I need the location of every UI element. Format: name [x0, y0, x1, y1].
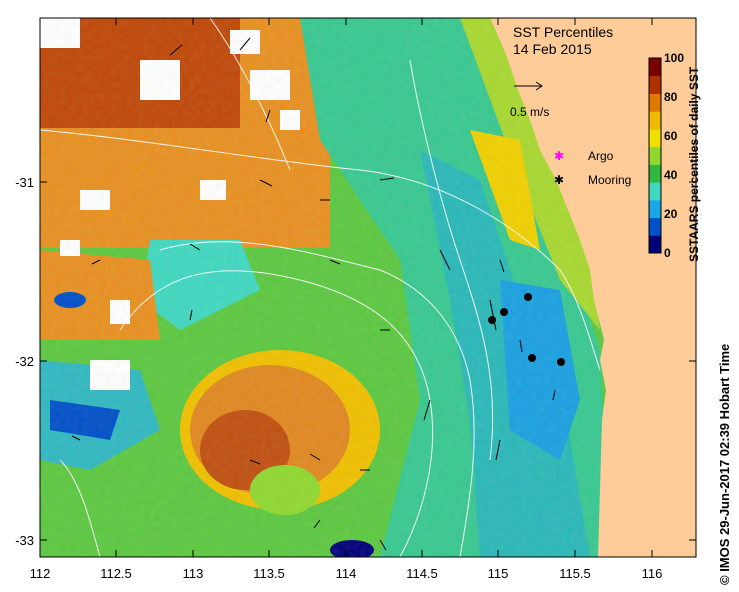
scale-vector-label: 0.5 m/s [510, 105, 549, 119]
marker-legend: ✱ Argo ✱ Mooring [554, 149, 631, 187]
y-tick-label: -31 [15, 175, 34, 190]
colorbar-cell [649, 93, 661, 112]
colorbar-cell [649, 164, 661, 183]
colorbar: 100 80 60 40 20 0 SSTAARS percentiles of dail… [648, 51, 701, 262]
colorbar-tick-label: 40 [664, 168, 678, 182]
current-vectors [71, 37, 556, 551]
mooring-point [557, 358, 565, 366]
imos-credit: © IMOS 29-Jun-2017 02:39 Hobart Time [717, 344, 732, 585]
colorbar-cell [649, 128, 661, 148]
colorbar-tick-label: 80 [664, 90, 678, 104]
x-tick-label: 114.5 [406, 566, 438, 581]
argo-legend-label: Argo [588, 149, 614, 163]
colorbar-cell [649, 75, 661, 94]
colorbar-cell [649, 235, 661, 254]
x-axis-ticks: 112 112.5 113 113.5 114 114.5 115 115.5 116 [30, 18, 663, 581]
colorbar-cell [649, 58, 661, 77]
x-tick-label: 112 [30, 566, 51, 581]
australia-land [490, 18, 696, 557]
colorbar-cell [649, 111, 661, 130]
sst-field [40, 18, 696, 557]
y-tick-label: -32 [15, 354, 34, 369]
mooring-markers [488, 293, 565, 366]
map-title: SST Percentiles [513, 24, 613, 40]
x-tick-label: 113 [183, 566, 204, 581]
mooring-point [528, 354, 536, 362]
x-tick-label: 116 [642, 566, 663, 581]
mooring-point [524, 293, 532, 301]
mooring-point [500, 308, 508, 316]
colorbar-tick-label: 20 [664, 207, 678, 221]
x-tick-label: 112.5 [100, 566, 132, 581]
mooring-legend-symbol: ✱ [554, 173, 564, 187]
mooring-legend-label: Mooring [588, 173, 631, 187]
colorbar-cell [649, 182, 661, 201]
x-tick-label: 115 [488, 566, 509, 581]
x-tick-label: 115.5 [559, 566, 591, 581]
mooring-point [488, 316, 496, 324]
colorbar-tick-label: 60 [664, 129, 678, 143]
colorbar-cell [649, 217, 661, 236]
x-tick-label: 113.5 [253, 566, 285, 581]
colorbar-tick-label: 0 [664, 246, 671, 260]
colorbar-label: SSTAARS percentiles of daily SST [687, 66, 701, 262]
colorbar-tick-label: 100 [664, 51, 684, 65]
argo-legend-symbol: ✱ [554, 149, 564, 163]
x-tick-label: 114 [336, 566, 357, 581]
colorbar-cell [649, 146, 661, 165]
map-date: 14 Feb 2015 [513, 41, 592, 57]
y-axis-ticks: -31 -32 -33 [15, 175, 696, 548]
scale-vector: 0.5 m/s [510, 81, 549, 119]
colorbar-cell [649, 199, 661, 219]
y-tick-label: -33 [15, 533, 34, 548]
